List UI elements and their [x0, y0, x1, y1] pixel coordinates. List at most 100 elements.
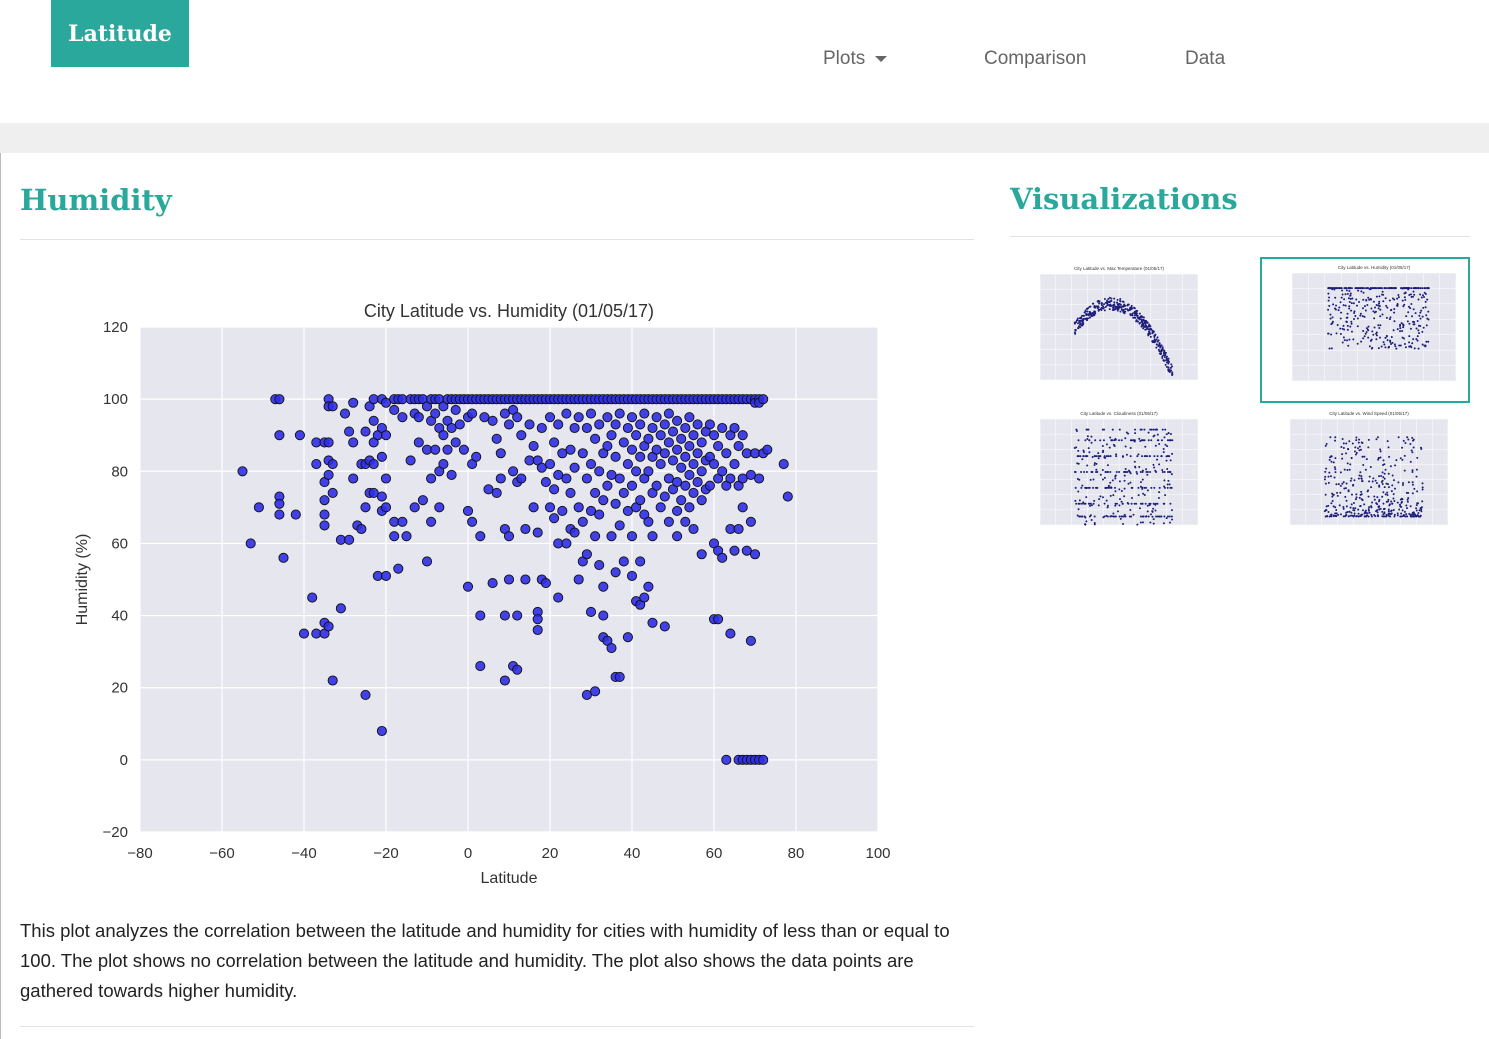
thumb-point — [1115, 453, 1118, 456]
thumb-point — [1408, 322, 1411, 325]
thumb-point — [1158, 463, 1161, 466]
thumb-point — [1164, 351, 1167, 354]
thumb-point — [1171, 452, 1174, 455]
data-point — [741, 545, 752, 556]
thumb-point — [1091, 471, 1094, 473]
thumb-point — [1426, 287, 1429, 290]
thumb-point — [1105, 443, 1108, 446]
thumb-point — [1412, 338, 1415, 341]
thumb-point — [1393, 287, 1396, 290]
thumb-point — [1149, 513, 1152, 516]
thumb-point — [1386, 306, 1389, 309]
thumb-point — [1367, 495, 1370, 498]
thumbnail-max-temperature[interactable]: City Latitude vs. Max Temperature (01/05… — [1010, 260, 1210, 400]
data-point — [659, 419, 670, 430]
thumb-point — [1109, 300, 1112, 303]
thumb-point — [1077, 502, 1080, 505]
thumb-point — [1402, 287, 1405, 290]
thumb-point — [1093, 455, 1096, 458]
thumb-point — [1082, 317, 1085, 320]
thumb-point — [1119, 299, 1122, 302]
data-point — [442, 444, 453, 455]
thumb-point — [1381, 510, 1384, 513]
thumb-point — [1389, 341, 1392, 344]
thumb-point — [1119, 517, 1122, 520]
brand-logo[interactable]: Latitude — [51, 0, 189, 67]
data-point — [565, 444, 576, 455]
thumb-point — [1151, 332, 1154, 335]
data-point — [323, 469, 334, 480]
thumb-point — [1383, 472, 1386, 475]
thumb-point — [1387, 287, 1390, 290]
thumb-point — [1145, 471, 1148, 473]
data-point — [606, 469, 617, 480]
thumb-point — [1354, 498, 1357, 501]
data-point — [413, 412, 424, 423]
thumb-point — [1388, 504, 1391, 507]
thumb-point — [1084, 439, 1087, 442]
thumb-point — [1104, 305, 1107, 308]
thumb-point — [1120, 490, 1123, 493]
thumb-point — [1363, 512, 1366, 515]
thumb-point — [1084, 486, 1087, 489]
thumb-point — [1378, 498, 1381, 501]
thumb-point — [1379, 308, 1382, 311]
thumb-point — [1407, 287, 1410, 290]
thumb-point — [1388, 299, 1391, 302]
data-point — [499, 610, 510, 621]
thumbnail-wind-speed[interactable]: City Latitude vs. Wind Speed (01/05/17) — [1260, 405, 1460, 545]
data-point — [405, 455, 416, 466]
thumb-point — [1404, 298, 1407, 301]
thumb-point — [1102, 439, 1105, 442]
thumb-point — [1342, 506, 1345, 509]
data-point — [524, 419, 535, 430]
thumb-point — [1407, 481, 1410, 484]
thumb-point — [1359, 515, 1362, 518]
thumb-point — [1409, 505, 1412, 508]
thumb-point — [1139, 485, 1142, 488]
thumb-point — [1350, 493, 1353, 496]
thumb-point — [1365, 327, 1368, 330]
thumb-point — [1123, 495, 1126, 498]
thumb-point — [1143, 455, 1146, 458]
thumb-point — [1402, 326, 1405, 329]
data-point — [602, 412, 613, 423]
thumbnail-cloudiness[interactable]: City Latitude vs. Cloudiness (01/05/17) — [1010, 405, 1210, 545]
data-point — [610, 567, 621, 578]
thumb-point — [1341, 482, 1344, 485]
thumb-point — [1130, 304, 1133, 307]
data-point — [696, 549, 707, 560]
thumb-point — [1381, 479, 1384, 482]
thumb-point — [1324, 470, 1327, 473]
thumb-point — [1076, 514, 1079, 517]
thumb-point — [1137, 453, 1140, 456]
thumb-point — [1367, 515, 1370, 518]
thumb-point — [1349, 297, 1352, 300]
nav-comparison[interactable]: Comparison — [984, 48, 1087, 69]
data-point — [688, 430, 699, 441]
thumb-point — [1093, 313, 1096, 316]
thumb-point — [1129, 509, 1132, 512]
thumb-point — [1088, 439, 1091, 442]
thumb-point — [1416, 339, 1419, 342]
thumb-point — [1399, 330, 1402, 333]
data-point — [618, 556, 629, 567]
data-point — [663, 408, 674, 419]
thumb-point — [1407, 311, 1410, 314]
thumb-point — [1334, 471, 1337, 474]
nav-data[interactable]: Data — [1185, 48, 1226, 69]
thumb-point — [1127, 303, 1130, 306]
thumb-point — [1344, 452, 1347, 455]
thumb-point — [1362, 291, 1365, 294]
thumb-point — [1158, 352, 1161, 355]
thumb-point — [1379, 456, 1382, 459]
thumb-point — [1400, 512, 1403, 515]
data-point — [663, 516, 674, 527]
thumb-point — [1153, 455, 1156, 458]
thumb-point — [1352, 338, 1355, 341]
thumbnail-humidity[interactable]: City Latitude vs. Humidity (01/05/17) — [1260, 257, 1470, 403]
y-tick-label: 80 — [111, 463, 128, 480]
nav-plots-dropdown[interactable]: Plots — [823, 48, 888, 70]
data-point — [606, 531, 617, 542]
thumb-point — [1368, 475, 1371, 478]
